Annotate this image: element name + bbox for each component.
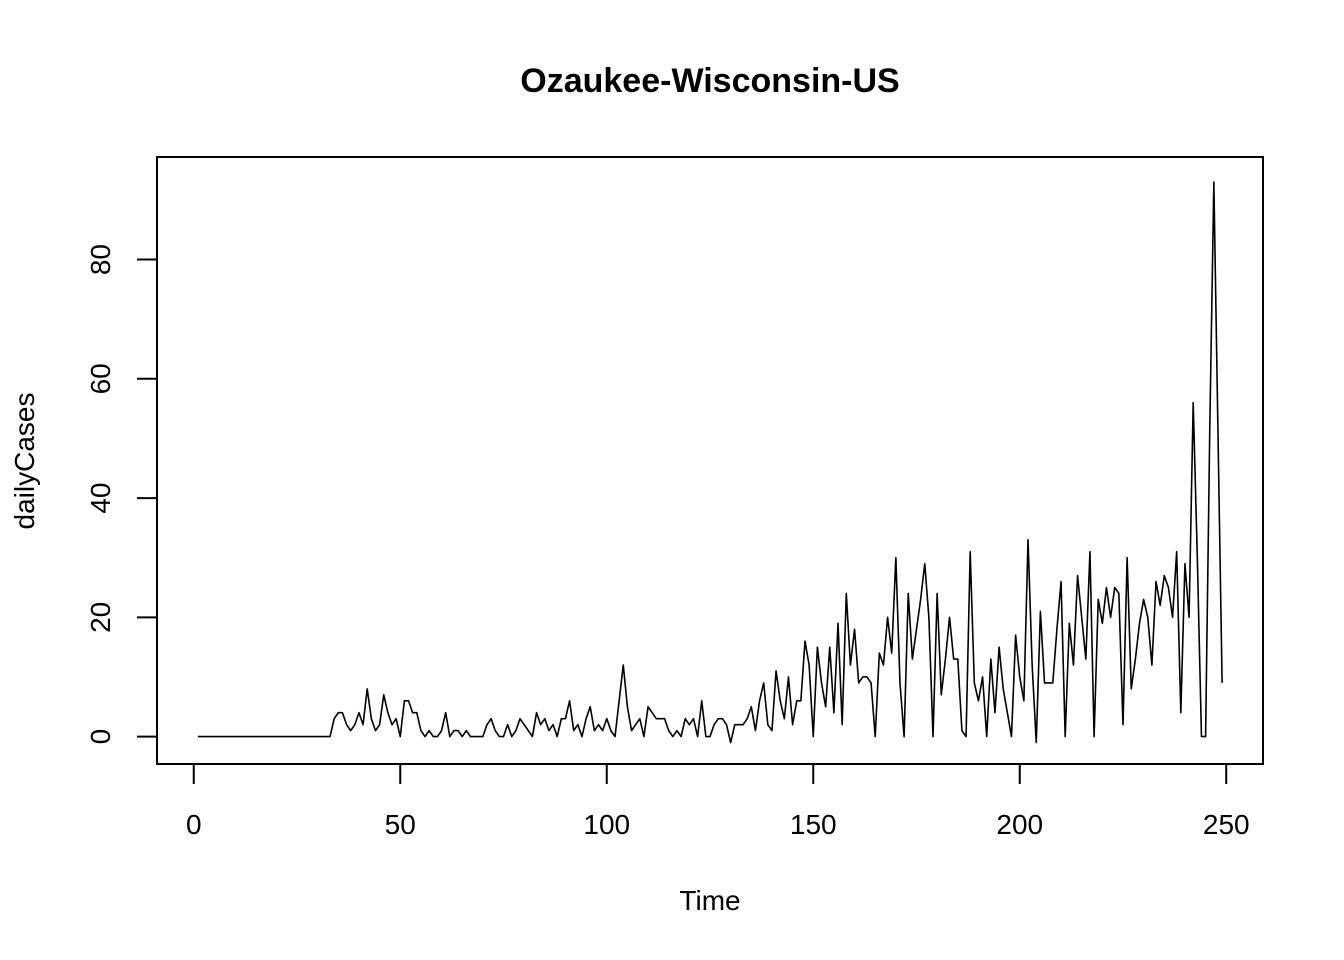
y-tick-label: 40 bbox=[85, 482, 116, 513]
x-axis-label: Time bbox=[679, 885, 740, 916]
x-tick-label: 250 bbox=[1203, 809, 1250, 840]
x-tick-label: 100 bbox=[583, 809, 630, 840]
y-axis-label: dailyCases bbox=[9, 393, 40, 530]
x-tick-label: 200 bbox=[996, 809, 1043, 840]
y-tick-label: 20 bbox=[85, 602, 116, 633]
daily-cases-line bbox=[197, 181, 1223, 744]
y-tick-label: 60 bbox=[85, 363, 116, 394]
x-tick-label: 0 bbox=[186, 809, 202, 840]
y-axis: 0 20 40 60 80 bbox=[85, 244, 158, 745]
chart-title: Ozaukee-Wisconsin-US bbox=[520, 62, 899, 100]
plot-frame bbox=[156, 156, 1264, 765]
x-axis: 0 50 100 150 200 250 bbox=[186, 763, 1250, 840]
y-tick-label: 80 bbox=[85, 244, 116, 275]
x-tick-label: 150 bbox=[790, 809, 837, 840]
x-tick-label: 50 bbox=[385, 809, 416, 840]
y-tick-label: 0 bbox=[85, 729, 116, 745]
